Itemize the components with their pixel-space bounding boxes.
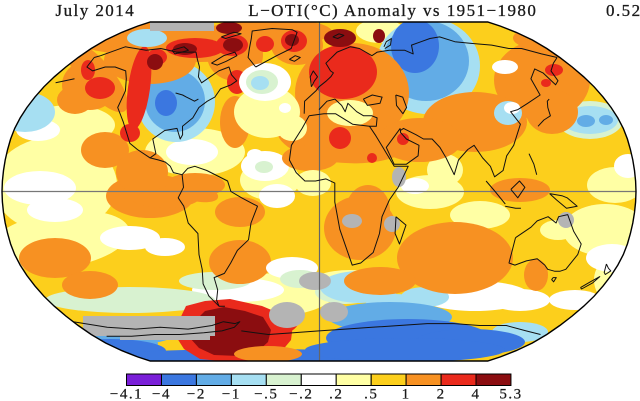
svg-text:−.2: −.2	[289, 387, 313, 401]
svg-text:−4.1: −4.1	[110, 387, 143, 401]
svg-text:July 2014: July 2014	[56, 1, 136, 20]
svg-text:−.5: −.5	[254, 387, 278, 401]
svg-text:L−OTI(°C) Anomaly vs 1951−1980: L−OTI(°C) Anomaly vs 1951−1980	[248, 1, 537, 20]
svg-text:.5: .5	[364, 387, 378, 401]
svg-text:1: 1	[402, 387, 411, 401]
svg-text:5.3: 5.3	[499, 387, 522, 401]
svg-text:−2: −2	[187, 387, 206, 401]
svg-text:4: 4	[472, 387, 481, 401]
svg-text:.2: .2	[329, 387, 343, 401]
svg-text:2: 2	[437, 387, 446, 401]
svg-text:−1: −1	[222, 387, 241, 401]
svg-text:0.52: 0.52	[606, 1, 640, 20]
svg-text:−4: −4	[152, 387, 171, 401]
